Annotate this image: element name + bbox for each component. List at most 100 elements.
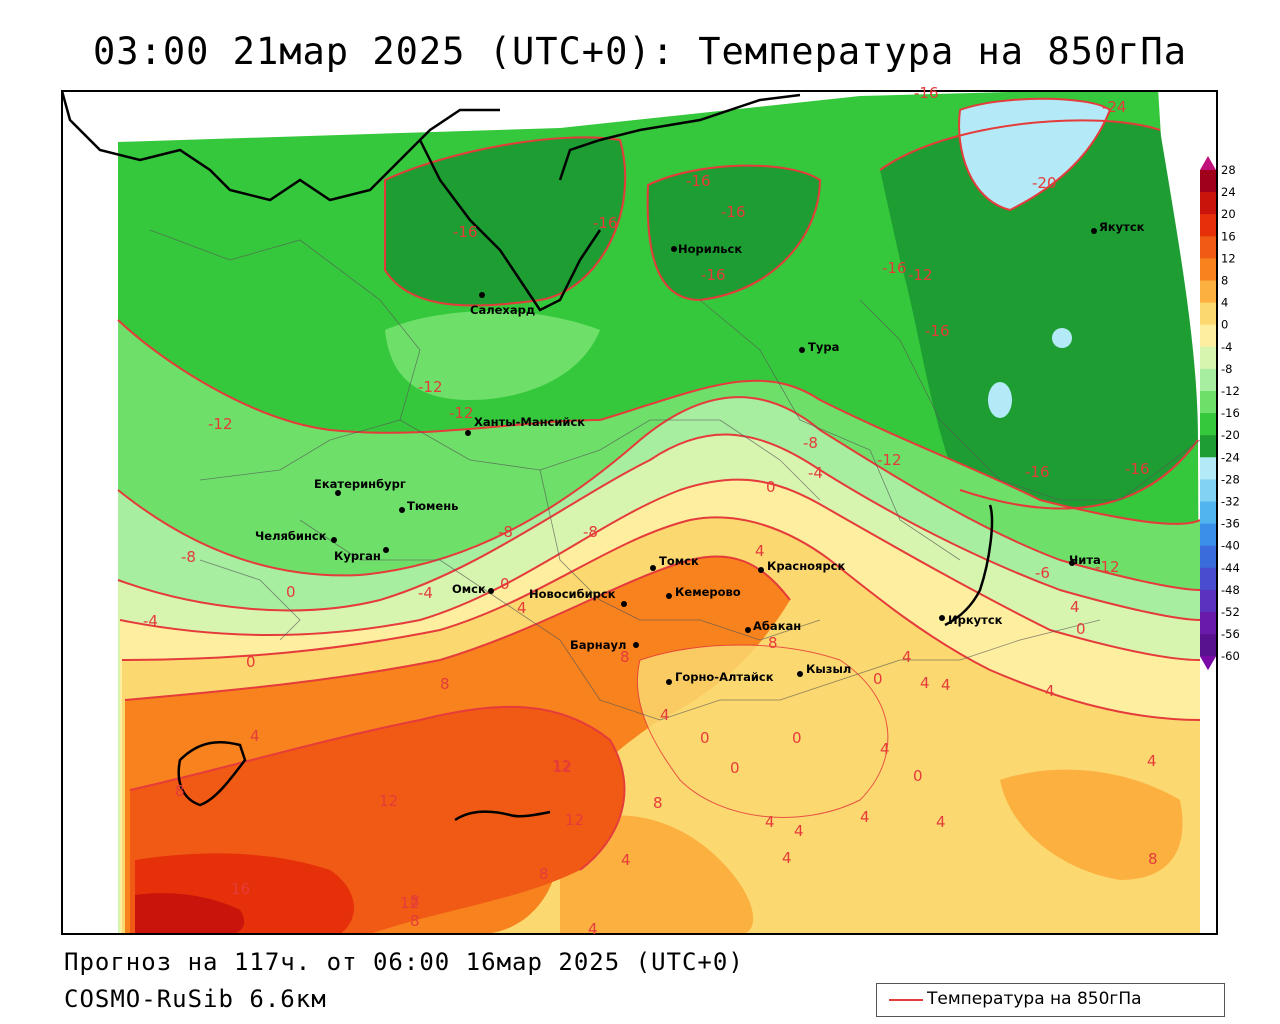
isotherm-line — [121, 516, 1201, 721]
svg-text:Томск: Томск — [659, 554, 699, 568]
region-borders — [149, 229, 1201, 721]
isotherm-line — [117, 396, 1201, 591]
isotherm-line — [958, 97, 1112, 212]
scale-tick-label: 8 — [1221, 274, 1228, 288]
isotherm-label: 12 — [553, 758, 572, 776]
svg-text:Кызыл: Кызыл — [806, 662, 851, 676]
cold-pocket-yakutia — [880, 120, 1198, 509]
isotherm-label: 0 — [286, 583, 296, 601]
isotherm-label: -16 — [1125, 460, 1150, 478]
isotherm-label: 0 — [766, 478, 776, 496]
scale-swatch — [1200, 302, 1216, 326]
isotherm-label: 0 — [500, 575, 510, 593]
city-khanty-mansiysk: Ханты-Мансийск — [465, 415, 585, 436]
isotherm-label: 12 — [565, 811, 584, 829]
mountain-detail-altai — [636, 644, 889, 818]
svg-text:Иркутск: Иркутск — [948, 613, 1003, 627]
isotherm-line — [119, 478, 1201, 661]
isotherm-label: -16 — [1025, 463, 1050, 481]
isotherm-label: 8 — [768, 634, 778, 652]
isotherm-line — [646, 164, 822, 302]
isotherm-label: 8 — [175, 782, 185, 800]
scale-swatch — [1200, 324, 1216, 348]
city-irkutsk: Иркутск — [939, 613, 1003, 627]
isotherm-label: -12 — [877, 451, 902, 469]
scale-swatch — [1200, 612, 1216, 635]
scale-tick-label: -48 — [1221, 583, 1240, 597]
scale-tick-label: -20 — [1221, 428, 1240, 442]
isotherm-line — [959, 439, 1199, 510]
isotherm-label: 8 — [653, 794, 663, 812]
isotherm-lines — [117, 97, 1201, 871]
scale-swatch — [1200, 545, 1216, 569]
scale-tick-label: 12 — [1221, 251, 1236, 265]
isotherm-label: 4 — [621, 851, 631, 869]
map-frame — [61, 90, 1218, 935]
svg-text:Тюмень: Тюмень — [407, 499, 458, 513]
isotherm-label: -16 — [721, 203, 746, 221]
scale-tick-label: -16 — [1221, 406, 1240, 420]
svg-text:Кемерово: Кемерово — [675, 585, 741, 599]
isotherm-label: 0 — [730, 759, 740, 777]
city-markers: Салехард Норильск Якутск Тура Ханты-Манс… — [255, 220, 1145, 685]
isotherm-label: 4 — [517, 599, 527, 617]
balkhash-lake — [454, 810, 551, 822]
band-20 — [135, 893, 245, 934]
isotherm-line — [879, 119, 1161, 171]
isotherm-label: 4 — [588, 920, 598, 938]
isotherm-label: -6 — [1035, 564, 1050, 582]
isotherm-label: -12 — [449, 404, 474, 422]
isotherm-label: 4 — [920, 674, 930, 692]
city-barnaul: Барнаул — [570, 638, 639, 652]
scale-tick-label: -40 — [1221, 539, 1240, 553]
svg-text:Горно-Алтайск: Горно-Алтайск — [675, 670, 774, 684]
scale-swatch — [1200, 280, 1216, 304]
coastline — [558, 93, 801, 181]
svg-text:Тура: Тура — [808, 340, 839, 354]
isotherm-label: 12 — [400, 894, 419, 912]
isotherm-label: 4 — [755, 542, 765, 560]
legend: Температура на 850гПа — [876, 983, 1225, 1017]
city-tomsk: Томск — [650, 554, 699, 571]
city-kemerovo: Кемерово — [666, 585, 741, 599]
coastline — [418, 139, 602, 312]
isotherm-label: -12 — [1095, 558, 1120, 576]
isotherm-label: 8 — [1148, 850, 1158, 868]
isotherm-label: 0 — [792, 729, 802, 747]
svg-text:Екатеринбург: Екатеринбург — [314, 477, 406, 491]
city-krasnoyarsk: Красноярск — [758, 559, 845, 573]
isotherm-label: 4 — [660, 706, 670, 724]
scale-arrow-bottom — [1200, 656, 1216, 671]
isotherm-line — [384, 136, 627, 307]
isotherm-label: -8 — [498, 523, 513, 541]
isotherm-label: 8 — [539, 865, 549, 883]
isotherm-label: 12 — [379, 792, 398, 810]
svg-text:Новосибирск: Новосибирск — [529, 587, 616, 601]
isotherm-label: -16 — [701, 266, 726, 284]
cold-pocket-west — [385, 137, 626, 306]
svg-text:Челябинск: Челябинск — [255, 529, 327, 543]
scale-swatch — [1200, 589, 1216, 613]
isotherm-label: 4 — [936, 813, 946, 831]
scale-swatch — [1200, 170, 1216, 193]
scale-swatch — [1200, 214, 1216, 237]
isotherm-label: 8 — [620, 648, 630, 666]
isotherm-label: 0 — [700, 729, 710, 747]
city-norilsk: Норильск — [671, 242, 742, 256]
svg-text:Якутск: Якутск — [1099, 220, 1145, 234]
scale-tick-label: -56 — [1221, 627, 1240, 641]
city-novosibirsk: Новосибирск — [529, 587, 627, 607]
city-kyzyl: Кызыл — [797, 662, 851, 677]
isotherm-label: 4 — [902, 648, 912, 666]
isotherm-label: -16 — [686, 172, 711, 190]
svg-text:Норильск: Норильск — [678, 242, 742, 256]
very-cold-north-east — [959, 98, 1110, 210]
isotherm-line — [117, 319, 1201, 525]
legend-label: Температура на 850гПа — [927, 989, 1142, 1009]
city-yekaterinburg: Екатеринбург — [314, 477, 406, 496]
legend-line-swatch — [889, 999, 923, 1001]
scale-tick-label: 4 — [1221, 296, 1228, 310]
isotherm-label: 4 — [1070, 598, 1080, 616]
map-title: 03:00 21мар 2025 (UTC+0): Температура на… — [93, 30, 1187, 73]
